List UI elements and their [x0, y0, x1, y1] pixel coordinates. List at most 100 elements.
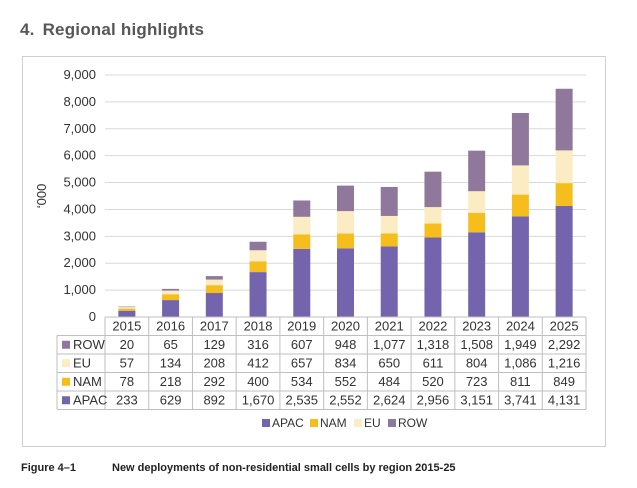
table-cell: 1,670 [242, 393, 275, 408]
bar-nam-2024 [511, 194, 529, 217]
table-cell: 400 [247, 374, 269, 389]
bar-nam-2018 [249, 261, 267, 273]
table-cell: 412 [247, 356, 269, 371]
bar-apac-2025 [555, 205, 573, 317]
legend-key-apac [262, 419, 270, 427]
legend-key-row [388, 419, 396, 427]
bar-eu-2018 [249, 250, 267, 262]
bar-nam-2015 [118, 308, 136, 311]
bar-row-2017 [205, 276, 223, 280]
bar-apac-2016 [162, 300, 180, 317]
table-cell: 484 [378, 374, 400, 389]
table-cell: 233 [116, 393, 138, 408]
x-tick-label: 2022 [418, 319, 447, 334]
x-tick-label: 2021 [375, 319, 404, 334]
table-row-label: ROW [73, 337, 106, 352]
x-tick-label: 2017 [200, 319, 229, 334]
y-tick-label: 7,000 [63, 121, 96, 136]
table-cell: 804 [466, 356, 488, 371]
x-tick-label: 2015 [112, 319, 141, 334]
figure-caption: Figure 4–1 New deployments of non-residen… [21, 462, 456, 474]
table-key-apac [62, 396, 70, 405]
y-tick-label: 1,000 [63, 282, 96, 297]
table-cell: 4,131 [548, 393, 581, 408]
bar-apac-2015 [118, 310, 136, 317]
bar-row-2020 [337, 185, 354, 212]
bar-apac-2024 [511, 216, 529, 317]
table-cell: 218 [160, 374, 182, 389]
y-tick-label: 9,000 [63, 67, 96, 82]
bar-nam-2019 [293, 234, 311, 249]
legend-entry: APAC [272, 416, 304, 430]
legend-key-nam [310, 419, 318, 427]
table-cell: 1,949 [504, 337, 537, 352]
bar-row-2018 [249, 241, 267, 251]
bar-nam-2021 [380, 233, 398, 247]
bar-nam-2025 [555, 183, 573, 206]
section-number: 4. [20, 20, 35, 39]
bar-eu-2020 [337, 211, 354, 234]
y-tick-label: 2,000 [63, 255, 96, 270]
bar-eu-2023 [468, 191, 486, 213]
table-cell: 611 [423, 356, 444, 371]
bar-eu-2021 [380, 215, 398, 234]
chart-frame [22, 56, 606, 447]
bar-eu-2017 [205, 279, 223, 286]
table-cell: 1,086 [504, 356, 537, 371]
legend-entry: NAM [320, 416, 347, 430]
bar-apac-2022 [424, 237, 442, 317]
table-cell: 3,151 [460, 393, 493, 408]
table-cell: 2,552 [329, 393, 362, 408]
bar-nam-2017 [205, 285, 223, 294]
bar-eu-2024 [511, 165, 529, 195]
figure-caption-text: New deployments of non-residential small… [112, 462, 456, 474]
bar-nam-2016 [162, 294, 180, 301]
table-cell: 1,318 [417, 337, 450, 352]
table-cell: 134 [160, 356, 182, 371]
table-cell: 948 [335, 337, 357, 352]
bar-apac-2020 [337, 248, 354, 317]
x-tick-label: 2019 [287, 319, 316, 334]
table-cell: 892 [203, 393, 225, 408]
legend-key-eu [354, 419, 362, 427]
y-tick-label: 3,000 [63, 228, 96, 243]
bar-eu-2016 [162, 290, 180, 295]
bar-row-2021 [380, 186, 398, 216]
table-cell: 316 [247, 337, 269, 352]
table-cell: 1,508 [460, 337, 493, 352]
bar-apac-2023 [468, 232, 486, 317]
bar-row-2016 [162, 288, 180, 291]
y-tick-label: 5,000 [63, 175, 96, 190]
section-title: Regional highlights [42, 20, 205, 39]
table-cell: 849 [553, 374, 575, 389]
table-cell: 552 [335, 374, 357, 389]
x-tick-label: 2018 [244, 319, 273, 334]
legend-entry: EU [364, 416, 381, 430]
bar-row-2024 [511, 112, 529, 166]
bar-apac-2018 [249, 272, 267, 317]
table-cell: 657 [291, 356, 313, 371]
table-cell: 1,216 [548, 356, 581, 371]
table-cell: 811 [510, 374, 531, 389]
x-tick-label: 2025 [550, 319, 579, 334]
table-cell: 650 [378, 356, 400, 371]
bar-row-2019 [293, 200, 311, 217]
table-cell: 78 [120, 374, 134, 389]
bar-row-2022 [424, 171, 442, 208]
table-key-eu [62, 359, 70, 368]
bar-nam-2020 [337, 233, 354, 249]
table-cell: 1,077 [373, 337, 406, 352]
table-row-label: APAC [73, 393, 107, 408]
bar-nam-2022 [424, 223, 442, 238]
table-cell: 2,535 [285, 393, 318, 408]
table-cell: 2,292 [548, 337, 581, 352]
table-cell: 129 [203, 337, 225, 352]
y-tick-label: 4,000 [63, 201, 96, 216]
table-key-row [62, 340, 70, 349]
figure-label: Figure 4–1 [21, 462, 77, 474]
table-cell: 2,956 [417, 393, 450, 408]
table-cell: 629 [160, 393, 182, 408]
bar-row-2015 [118, 306, 136, 308]
table-cell: 208 [203, 356, 225, 371]
table-cell: 20 [120, 337, 134, 352]
